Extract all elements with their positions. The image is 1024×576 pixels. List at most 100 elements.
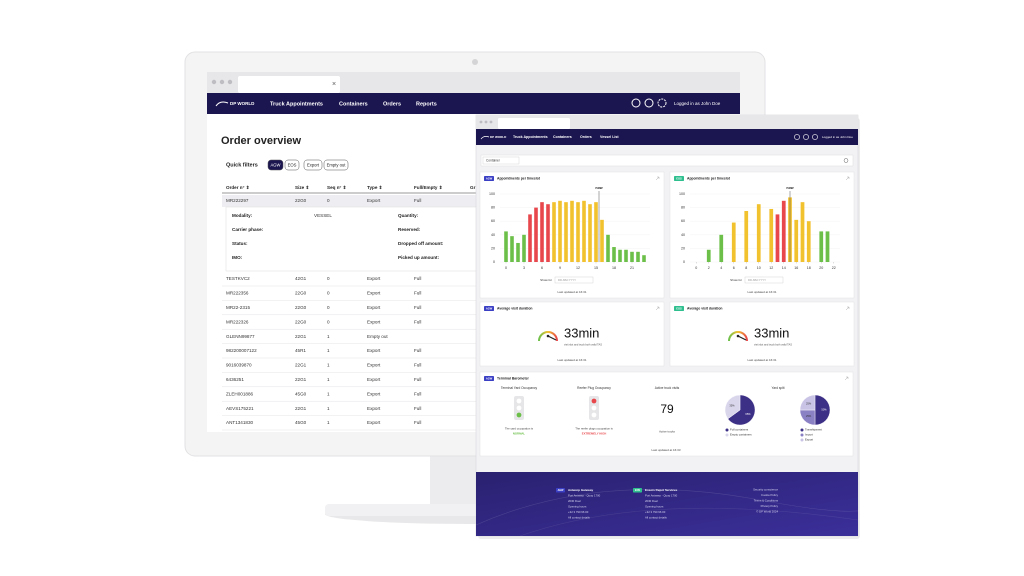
panel-title: Terminal Yard Occupancy: [501, 386, 538, 390]
bar: [516, 242, 520, 262]
nav-link: Truck Appointments: [270, 101, 323, 107]
annotation: now: [595, 186, 602, 190]
bar: [624, 249, 628, 262]
cell: 0: [327, 319, 330, 324]
footer-line: 2030 Doel: [568, 499, 581, 503]
search-select[interactable]: [482, 156, 520, 165]
gauge-caption: visit slot and truck both valid TAS: [564, 343, 602, 347]
bar: [744, 211, 749, 262]
panel-caption: The reefer plugs occupation is: [575, 427, 613, 431]
date-input[interactable]: [744, 276, 784, 284]
x-tick-label: 6: [733, 266, 735, 270]
browser-tab: [498, 118, 570, 129]
card-title: Average visit duration: [497, 307, 533, 311]
filter-chip[interactable]: [284, 159, 300, 171]
light: [516, 405, 522, 411]
detail-label: IMO:: [232, 255, 243, 260]
footer-line: Port Antwerp - Quay 1700: [568, 494, 601, 498]
chip-label: AGW: [270, 163, 280, 168]
bar: [756, 204, 761, 262]
bar: [504, 231, 508, 262]
y-tick-label: 0: [683, 260, 685, 264]
y-tick-label: 100: [489, 192, 495, 196]
chip-label: Empty out: [327, 163, 347, 168]
detail-label: Carrier phase:: [232, 227, 264, 232]
y-tick-label: 60: [491, 219, 495, 223]
slice-label: 35%: [729, 404, 735, 408]
y-tick-label: 80: [681, 206, 685, 210]
x-tick-label: 4: [720, 266, 722, 270]
cell: 0: [327, 291, 330, 296]
date-placeholder: DD-MM-YYYY: [558, 278, 576, 282]
cell: Export: [367, 391, 381, 396]
cell: Empty out: [367, 334, 388, 339]
bar: [769, 208, 774, 262]
cell: 982200007122: [226, 348, 257, 353]
nav-bar: [476, 129, 858, 145]
nav-link: Orders: [580, 135, 592, 139]
bar: [630, 251, 634, 262]
bar: [600, 219, 604, 262]
cell: 22G1: [295, 377, 307, 382]
logo-mark: [480, 135, 490, 140]
bar: [800, 202, 805, 262]
browser-tabbar: [476, 115, 858, 129]
legend-swatch: [800, 428, 804, 432]
panel-caption: The yard occupation is: [505, 427, 534, 431]
light: [591, 412, 597, 418]
bar: [636, 251, 640, 262]
legend-swatch: [725, 428, 729, 432]
cell: 45G0: [295, 391, 307, 396]
nav-link: Orders: [383, 101, 401, 107]
badge: [484, 376, 494, 381]
cell: 1: [327, 363, 330, 368]
pie-slice: [727, 394, 756, 426]
x-tick-label: 8: [745, 266, 747, 270]
y-tick-label: 20: [491, 246, 495, 250]
cell: 42G1: [295, 276, 307, 281]
cell: 6436251: [226, 377, 244, 382]
cell: 22G0: [295, 198, 307, 203]
slice-label: 25%: [806, 414, 812, 418]
bar: [558, 200, 562, 262]
filter-chip[interactable]: [267, 159, 284, 171]
updated-label: Last updated at 16:31: [557, 358, 586, 362]
bar: [546, 204, 550, 262]
window-dot: [211, 79, 217, 85]
search-select-label: Container: [486, 159, 501, 163]
card: [669, 301, 855, 367]
cell: Export: [367, 291, 381, 296]
logo-mark: [215, 101, 229, 107]
filter-chip[interactable]: [323, 159, 349, 171]
nav-link: Containers: [553, 135, 572, 139]
date-input[interactable]: [554, 276, 594, 284]
bar: [819, 231, 824, 262]
badge-label: AGW: [486, 176, 493, 180]
bar: [522, 234, 526, 262]
panel-title: Reefer Plug Occupancy: [577, 386, 611, 390]
gauge-needle: [737, 335, 747, 341]
cell: 1: [327, 377, 330, 382]
cell: MR222326: [226, 319, 249, 324]
badge: [556, 488, 565, 493]
gauge-value: 33min: [754, 325, 789, 340]
pie-slice: [814, 394, 831, 426]
filter-chip[interactable]: [303, 159, 323, 171]
cell: 1: [327, 420, 330, 425]
cell: TESTKVC2: [226, 276, 250, 281]
gauge-arc: [728, 331, 748, 342]
detail-label: Quantity:: [398, 213, 419, 218]
footer-line: All contact details: [568, 515, 590, 519]
logo: DP WORLD: [490, 135, 507, 139]
card: [479, 301, 665, 367]
annotation: now: [786, 186, 793, 190]
slice-label: 50%: [821, 408, 827, 412]
y-tick-label: 100: [679, 192, 685, 196]
browser-tabbar: [207, 72, 740, 93]
footer-link: Security conscience: [753, 488, 778, 492]
updated-label: Last updated at 16:31: [747, 290, 776, 294]
monitor-camera: [472, 59, 478, 65]
legend-label: Empty containers: [730, 433, 752, 437]
detail-label: Dropped off amount:: [398, 241, 444, 246]
